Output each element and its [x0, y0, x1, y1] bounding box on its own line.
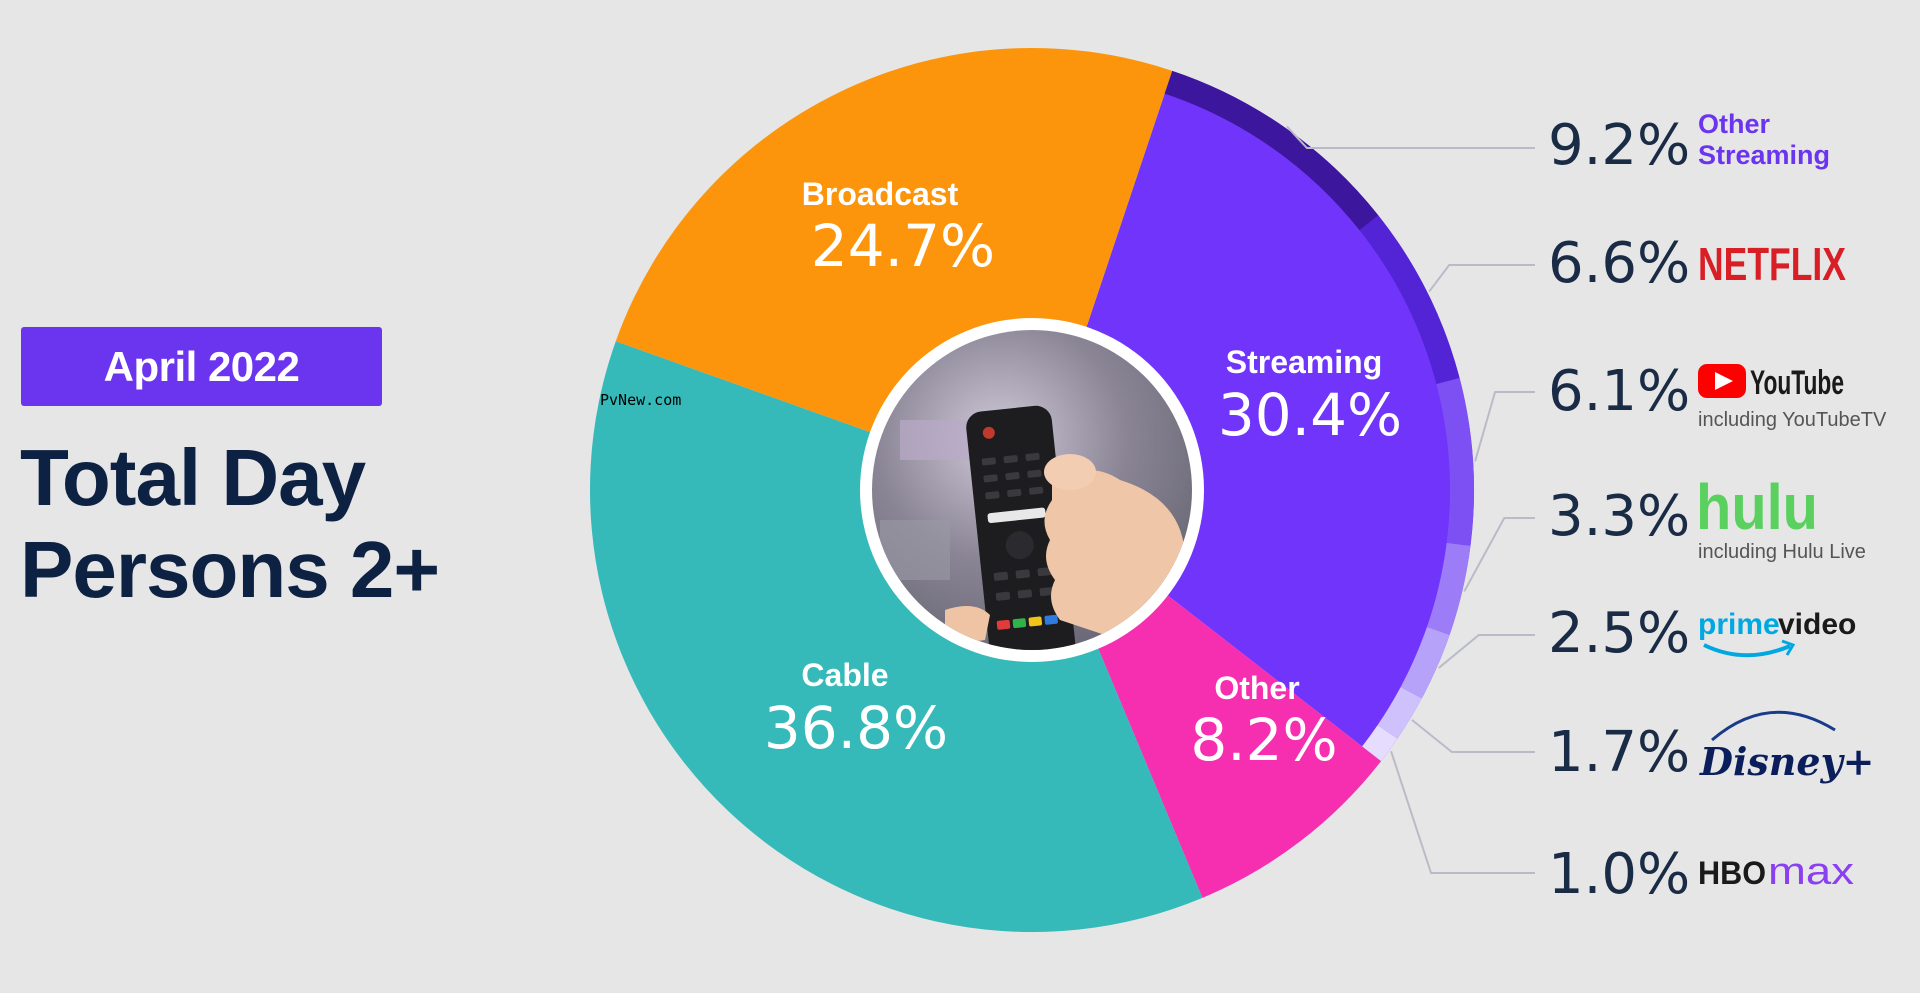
disney-plus-logo: Disney+ — [1699, 710, 1875, 784]
streaming-label: Streaming — [1226, 344, 1382, 380]
ring-segment-disney- — [1377, 687, 1422, 739]
leader-lines — [1286, 125, 1535, 874]
date-badge: April 2022 — [21, 327, 382, 406]
ring-segment-other-streaming — [1164, 70, 1379, 231]
leader-line — [1463, 517, 1535, 592]
svg-text:HBO: HBO — [1698, 855, 1766, 891]
svg-text:video: video — [1778, 608, 1856, 641]
youtube-logo: YouTube including YouTubeTV — [1698, 364, 1887, 431]
svg-text:Other: Other — [1698, 109, 1771, 139]
hulu-logo: hulu including Hulu Live — [1696, 471, 1866, 563]
leader-line — [1428, 264, 1535, 293]
disney-plus-pct: 1.7% — [1548, 720, 1690, 785]
other-label: Other — [1214, 670, 1299, 706]
leader-line — [1411, 719, 1535, 753]
svg-text:Streaming: Streaming — [1698, 140, 1830, 170]
other-streaming-pct: 9.2% — [1548, 113, 1690, 178]
page-title: Total Day Persons 2+ — [20, 432, 440, 616]
netflix-logo: NETFLIX — [1698, 238, 1846, 290]
ring-segment-prime-video — [1400, 626, 1450, 699]
ring-segment-netflix — [1359, 215, 1460, 385]
leader-line — [1390, 750, 1535, 874]
svg-text:NETFLIX: NETFLIX — [1698, 238, 1846, 290]
svg-text:hulu: hulu — [1696, 471, 1818, 543]
ring-segment-hulu — [1426, 542, 1471, 635]
svg-text:prime: prime — [1698, 608, 1780, 641]
prime-video-pct: 2.5% — [1548, 601, 1690, 666]
streaming-breakdown-ring — [1164, 70, 1474, 762]
other-streaming-logo: Other Streaming — [1698, 109, 1830, 170]
title-line-2: Persons 2+ — [20, 525, 440, 614]
center-photo — [860, 318, 1204, 662]
prime-video-logo: prime video — [1698, 608, 1856, 658]
ring-segment-youtube — [1436, 378, 1474, 546]
streaming-value: 30.4% — [1218, 381, 1402, 449]
hbo-max-pct: 1.0% — [1548, 842, 1690, 907]
svg-text:including YouTubeTV: including YouTubeTV — [1698, 409, 1887, 431]
slice-cable — [590, 341, 1203, 932]
cable-value: 36.8% — [764, 694, 948, 762]
leader-line — [1474, 391, 1535, 462]
leader-line — [1286, 125, 1535, 149]
slice-streaming — [1032, 70, 1474, 762]
broadcast-label: Broadcast — [802, 176, 959, 212]
broadcast-value: 24.7% — [811, 212, 995, 280]
disney-arc-icon — [1711, 710, 1836, 742]
svg-text:including Hulu Live: including Hulu Live — [1698, 541, 1866, 563]
title-line-1: Total Day — [20, 433, 366, 522]
other-value: 8.2% — [1190, 706, 1337, 774]
watermark: PvNew.com — [600, 391, 681, 409]
cable-label: Cable — [801, 657, 888, 693]
hulu-pct: 3.3% — [1548, 484, 1690, 549]
svg-text:YouTube: YouTube — [1750, 364, 1844, 402]
prime-smile-icon — [1703, 643, 1791, 658]
youtube-pct: 6.1% — [1548, 359, 1690, 424]
leader-line — [1438, 634, 1535, 669]
ring-segment-hbo-max — [1362, 725, 1398, 762]
svg-text:max: max — [1768, 851, 1854, 893]
netflix-pct: 6.6% — [1548, 231, 1690, 296]
svg-text:Disney+: Disney+ — [1699, 739, 1875, 784]
hbo-max-logo: HBO max — [1698, 851, 1854, 893]
